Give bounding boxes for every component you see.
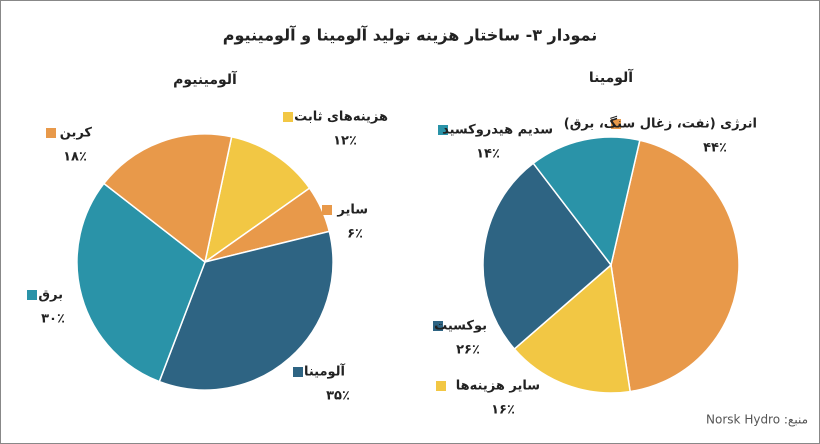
value-label: ۳۵٪: [326, 389, 350, 404]
pie-slice: [513, 263, 631, 394]
slice-label: کربن: [60, 126, 93, 141]
pie-slice: [76, 182, 206, 383]
slice-label: هزینه‌های ثابت: [294, 110, 388, 125]
slice-label: برق: [38, 288, 63, 303]
slice-label: سایر: [336, 203, 368, 218]
pie-slice: [482, 162, 613, 351]
legend-swatch: [433, 321, 443, 331]
slice-label: آلومینا: [304, 363, 346, 380]
value-label: ۱۲٪: [333, 134, 357, 149]
pie-slice: [610, 139, 740, 393]
legend-swatch: [283, 112, 293, 122]
value-label: ۳۰٪: [41, 312, 65, 327]
legend-swatch: [438, 125, 448, 135]
chart-title: نمودار ۳- ساختار هزینه تولید آلومینا و آ…: [223, 25, 597, 45]
value-label: ۲۶٪: [456, 343, 480, 358]
slice-label: سدیم هیدروکسید: [442, 123, 553, 138]
chart-subtitle: آلومینیوم: [173, 70, 238, 88]
slice-label: سایر هزینه‌ها: [456, 379, 540, 394]
legend-swatch: [27, 290, 37, 300]
pie-slice: [102, 133, 233, 264]
value-label: ۶٪: [347, 227, 363, 242]
value-label: ۴۴٪: [703, 141, 727, 156]
source: منبع: Norsk Hydro: [706, 413, 808, 427]
value-label: ۱۸٪: [63, 150, 87, 165]
pie-slice: [203, 135, 311, 264]
value-label: ۱۶٪: [491, 403, 515, 418]
legend-swatch: [436, 381, 446, 391]
chart-subtitle: آلومینا: [589, 68, 634, 86]
legend-swatch: [611, 119, 621, 129]
pie-slice: [532, 136, 641, 267]
legend-swatch: [46, 128, 56, 138]
legend-swatch: [293, 367, 303, 377]
legend-swatch: [322, 205, 332, 215]
slice-label: بوکسیت: [434, 319, 487, 334]
pie-slice: [158, 230, 334, 391]
slice-label: انرژی (نفت، زغال سنگ، برق): [564, 116, 757, 132]
value-label: ۱۴٪: [476, 147, 500, 162]
